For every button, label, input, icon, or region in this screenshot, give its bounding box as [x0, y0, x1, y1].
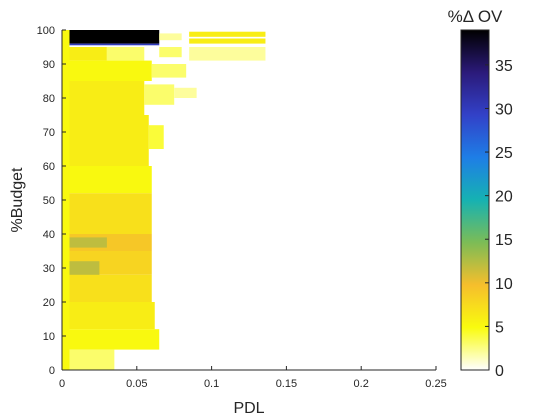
- heatmap-cell: [62, 60, 152, 81]
- colorbar-gradient: [460, 29, 490, 371]
- heatmap-cell: [62, 329, 160, 350]
- colorbar-tick-label: 15: [495, 232, 513, 249]
- y-tick-label: 10: [43, 331, 55, 343]
- y-tick-label: 20: [43, 297, 55, 309]
- y-tick-label: 70: [43, 127, 55, 139]
- x-tick-label: 0: [59, 378, 65, 390]
- colorbar-ticks: 0 5 10 15 20 25 30 35: [485, 58, 513, 380]
- colorbar-label: %Δ OV: [448, 7, 503, 26]
- y-tick-label: 0: [49, 365, 55, 377]
- heatmap-cell: [62, 274, 152, 302]
- x-tick-label: 0.1: [204, 378, 219, 390]
- colorbar-tick-label: 30: [495, 101, 513, 118]
- x-tick-label: 0.2: [354, 378, 369, 390]
- y-tick-label: 90: [43, 59, 55, 71]
- heatmap-cell: [189, 38, 266, 44]
- y-axis-label: %Budget: [9, 167, 26, 232]
- y-tick-label: 100: [37, 25, 55, 37]
- heatmap-cell: [106, 47, 145, 61]
- heatmap-cell: [189, 47, 266, 61]
- x-ticks: 0 0.05 0.1 0.15 0.2 0.25: [59, 366, 447, 390]
- heatmap-cell: [62, 302, 155, 330]
- heatmap-cell: [62, 47, 107, 61]
- colorbar-tick-label: 0: [495, 363, 504, 380]
- heatmap-cell: [159, 33, 182, 41]
- y-tick-label: 50: [43, 195, 55, 207]
- x-tick-label: 0.05: [126, 378, 147, 390]
- colorbar-tick-label: 20: [495, 189, 513, 206]
- heatmap-cell: [159, 47, 182, 58]
- heatmap-cell: [62, 43, 160, 46]
- heatmap-cell: [144, 84, 175, 105]
- heatmap-cell: [62, 81, 145, 115]
- colorbar: 0 5 10 15 20 25 30 35 %Δ OV: [448, 7, 513, 380]
- y-tick-label: 80: [43, 93, 55, 105]
- heatmap-cell: [151, 64, 187, 78]
- x-tick-label: 0.25: [425, 378, 446, 390]
- heatmap-cell: [62, 115, 149, 166]
- heatmap-cell: [62, 166, 152, 194]
- colorbar-tick-label: 5: [495, 319, 504, 336]
- x-axis-label: PDL: [233, 400, 264, 417]
- heatmap-cell: [62, 349, 115, 370]
- x-tick-label: 0.15: [276, 378, 297, 390]
- colorbar-tick-label: 10: [495, 276, 513, 293]
- colorbar-tick-label: 35: [495, 58, 513, 75]
- y-tick-label: 40: [43, 229, 55, 241]
- y-tick-label: 60: [43, 161, 55, 173]
- y-tick-label: 30: [43, 263, 55, 275]
- plot-area: 0 0.05 0.1 0.15 0.2 0.25 0 10 20 30 40 50 60 70 80 90 1…: [37, 25, 447, 390]
- heatmap-cell: [174, 87, 197, 98]
- heatmap-cell: [62, 30, 160, 44]
- colorbar-tick-label: 25: [495, 145, 513, 162]
- heatmap-cell: [62, 193, 152, 234]
- y-ticks: 0 10 20 30 40 50 60 70 80 90 100: [37, 25, 66, 377]
- heatmap-cell: [148, 125, 164, 149]
- heatmap-cell: [69, 237, 107, 248]
- heatmap-cell: [189, 31, 266, 37]
